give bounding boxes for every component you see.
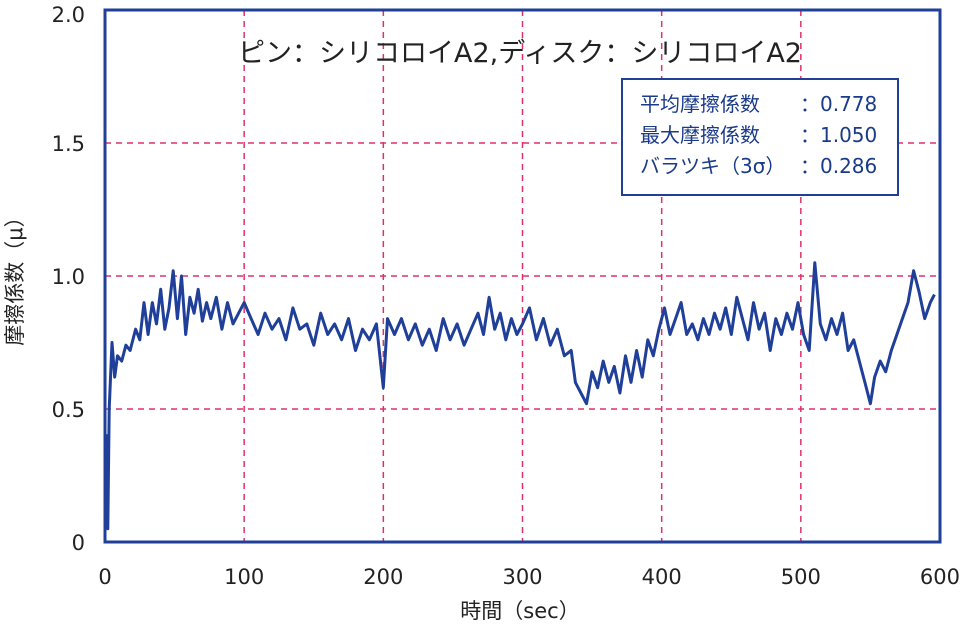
- stat-value-mean: ：0.778: [800, 92, 877, 116]
- x-tick-label: 100: [224, 565, 264, 589]
- stat-label-variation: バラツキ（3σ）: [640, 154, 785, 178]
- stat-value-max: ：1.050: [800, 123, 877, 147]
- x-tick-label: 400: [642, 565, 682, 589]
- x-tick-labels: 0 100 200 300 400 500 600: [98, 565, 960, 589]
- y-tick-label: 1.5: [52, 132, 85, 156]
- y-tick-label: 2.0: [52, 3, 85, 27]
- plot-frame: [103, 8, 942, 544]
- stat-label-max: 最大摩擦係数: [640, 123, 760, 147]
- x-axis-label: 時間（sec）: [460, 599, 579, 623]
- x-tick-label: 600: [920, 565, 960, 589]
- x-tick-label: 500: [781, 565, 821, 589]
- y-tick-label: 0.5: [52, 398, 85, 422]
- y-tick-labels: 0 0.5 1.0 1.5 2.0: [52, 3, 85, 555]
- stat-value-variation: ：0.286: [800, 154, 877, 178]
- y-tick-label: 1.0: [52, 265, 85, 289]
- y-axis-label: 摩擦係数（μ）: [3, 206, 27, 345]
- x-tick-label: 0: [98, 565, 111, 589]
- y-tick-label: 0: [72, 531, 85, 555]
- friction-series-line: [103, 261, 936, 531]
- stat-label-mean: 平均摩擦係数: [640, 92, 760, 116]
- x-tick-label: 200: [363, 565, 403, 589]
- x-tick-label: 300: [502, 565, 542, 589]
- chart-title: ピン：シリコロイA2,ディスク：シリコロイA2: [238, 38, 802, 69]
- stats-box-frame: [621, 78, 899, 196]
- stats-box: 平均摩擦係数 ：0.778 最大摩擦係数 ：1.050 バラツキ（3σ） ：0.…: [621, 78, 899, 196]
